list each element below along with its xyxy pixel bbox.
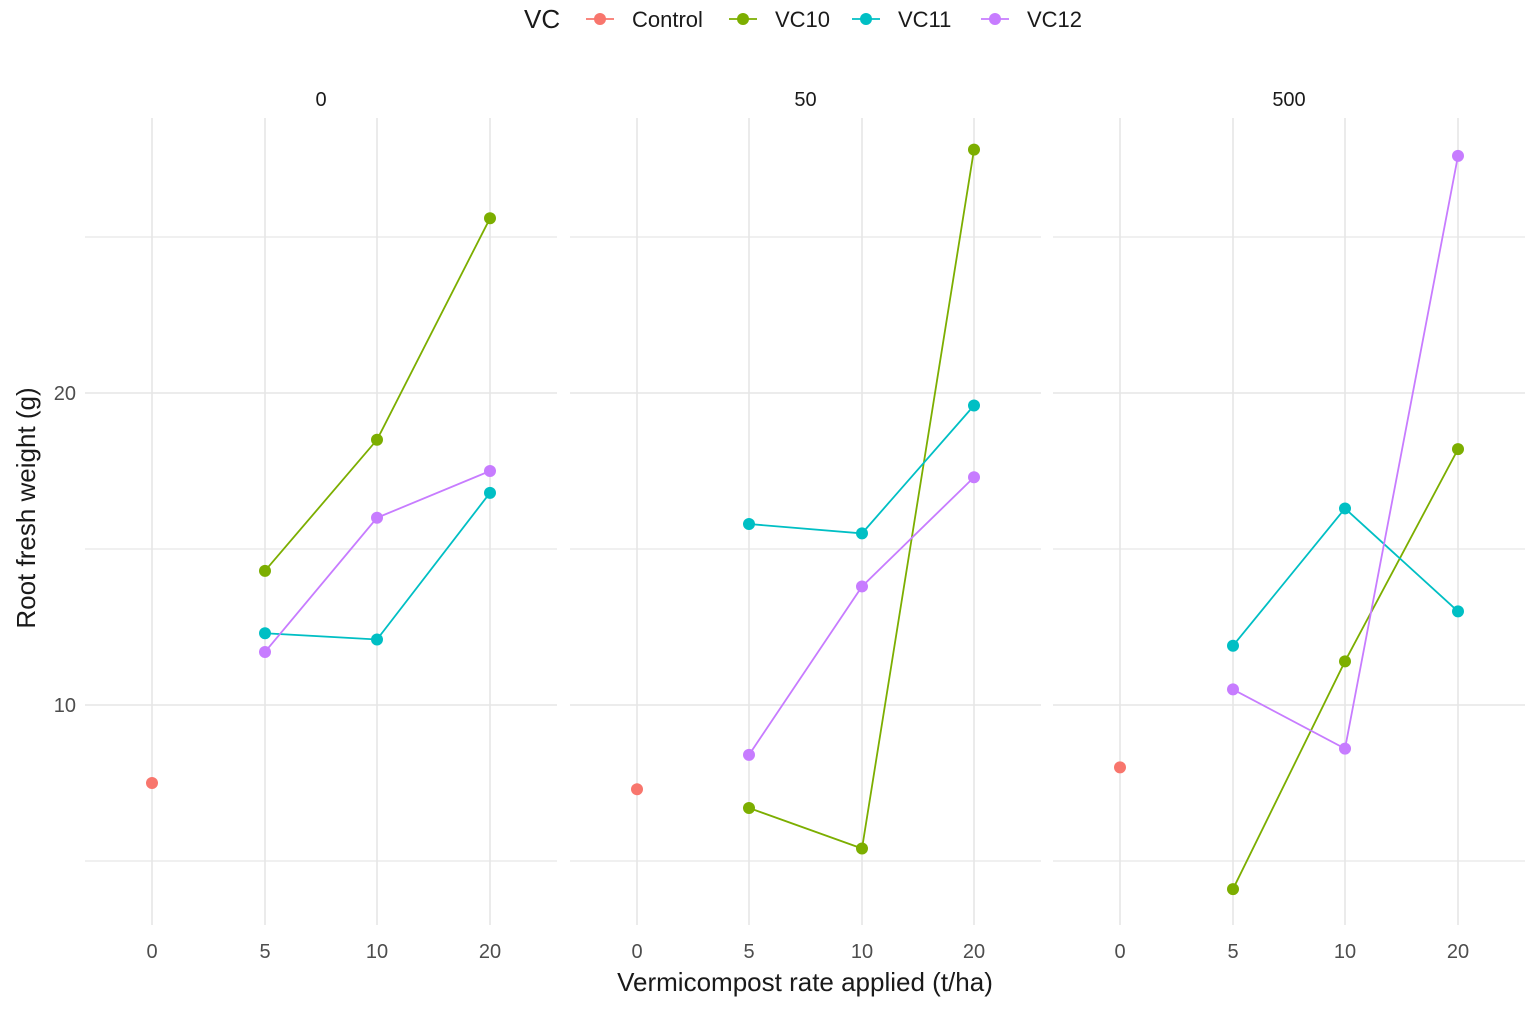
panel-500: 500 0 5 10 20 bbox=[1053, 89, 1525, 963]
legend-item-control: Control bbox=[586, 7, 703, 32]
x-tick-label: 5 bbox=[743, 941, 754, 963]
series-vc12 bbox=[259, 465, 496, 658]
data-point bbox=[743, 518, 755, 531]
legend-key-point bbox=[989, 13, 1001, 25]
data-point bbox=[1452, 605, 1464, 618]
x-tick-label: 5 bbox=[1227, 941, 1238, 963]
x-tick-label: 10 bbox=[1334, 941, 1356, 963]
data-point bbox=[1227, 683, 1239, 696]
data-point bbox=[146, 777, 158, 789]
x-tick-label: 20 bbox=[479, 941, 501, 963]
x-tick-label: 5 bbox=[259, 941, 270, 963]
data-point bbox=[631, 783, 643, 796]
data-point bbox=[1452, 443, 1464, 456]
series-vc10 bbox=[1227, 443, 1464, 896]
legend-label: VC11 bbox=[898, 7, 951, 32]
data-point bbox=[743, 801, 755, 814]
legend-label: VC10 bbox=[775, 7, 830, 32]
data-point bbox=[856, 580, 868, 593]
panel-50: 50 0 5 10 20 bbox=[570, 89, 1041, 963]
y-axis-title: Root fresh weight (g) bbox=[11, 387, 41, 628]
legend-item-vc10: VC10 bbox=[729, 7, 830, 32]
legend-item-vc12: VC12 bbox=[981, 7, 1082, 32]
y-tick-label: 20 bbox=[54, 383, 76, 405]
data-point bbox=[484, 465, 496, 477]
x-tick-label: 0 bbox=[146, 941, 157, 963]
legend-title: VC bbox=[524, 4, 560, 34]
series-vc10 bbox=[259, 212, 496, 577]
series-vc11 bbox=[259, 486, 496, 646]
series-vc12 bbox=[743, 471, 980, 761]
series-vc12 bbox=[1227, 149, 1464, 755]
legend-label: VC12 bbox=[1027, 7, 1082, 32]
data-point bbox=[968, 471, 980, 484]
data-point bbox=[1227, 883, 1239, 896]
legend: VC Control VC10 VC11 VC12 bbox=[524, 4, 1082, 34]
data-point bbox=[1114, 761, 1126, 774]
data-point bbox=[856, 842, 868, 855]
data-point bbox=[484, 486, 496, 499]
x-tick-label: 20 bbox=[1447, 941, 1469, 963]
x-axis-title: Vermicompost rate applied (t/ha) bbox=[617, 967, 993, 997]
legend-item-vc11: VC11 bbox=[852, 7, 951, 32]
data-point bbox=[1339, 742, 1351, 755]
data-point bbox=[259, 645, 271, 658]
series-control bbox=[146, 777, 158, 789]
x-tick-label: 10 bbox=[851, 941, 873, 963]
x-tick-label: 10 bbox=[366, 941, 388, 963]
data-point bbox=[1339, 655, 1351, 668]
data-point bbox=[743, 748, 755, 761]
facet-label: 0 bbox=[315, 89, 326, 111]
data-point bbox=[371, 433, 383, 446]
series-control bbox=[631, 783, 643, 796]
series-vc11 bbox=[743, 399, 980, 540]
data-point bbox=[1227, 639, 1239, 652]
series-vc10 bbox=[743, 143, 980, 855]
legend-key-point bbox=[860, 13, 872, 25]
data-point bbox=[371, 633, 383, 646]
data-point bbox=[1452, 149, 1464, 162]
legend-key-point bbox=[737, 13, 749, 25]
y-tick-label: 10 bbox=[54, 695, 76, 717]
data-point bbox=[1339, 502, 1351, 515]
data-point bbox=[856, 527, 868, 540]
data-point bbox=[371, 511, 383, 524]
x-tick-label: 20 bbox=[963, 941, 985, 963]
data-point bbox=[259, 564, 271, 577]
series-vc11 bbox=[1227, 502, 1464, 652]
legend-label: Control bbox=[632, 7, 703, 32]
data-point bbox=[968, 143, 980, 156]
facet-label: 50 bbox=[794, 89, 816, 111]
x-tick-label: 0 bbox=[1114, 941, 1125, 963]
data-point bbox=[259, 627, 271, 640]
data-point bbox=[968, 399, 980, 412]
series-control bbox=[1114, 761, 1126, 774]
legend-key-point bbox=[594, 13, 606, 25]
x-tick-label: 0 bbox=[631, 941, 642, 963]
data-point bbox=[484, 212, 496, 225]
panel-0: 0 0 5 10 20 bbox=[85, 89, 557, 963]
facet-label: 500 bbox=[1272, 89, 1305, 111]
